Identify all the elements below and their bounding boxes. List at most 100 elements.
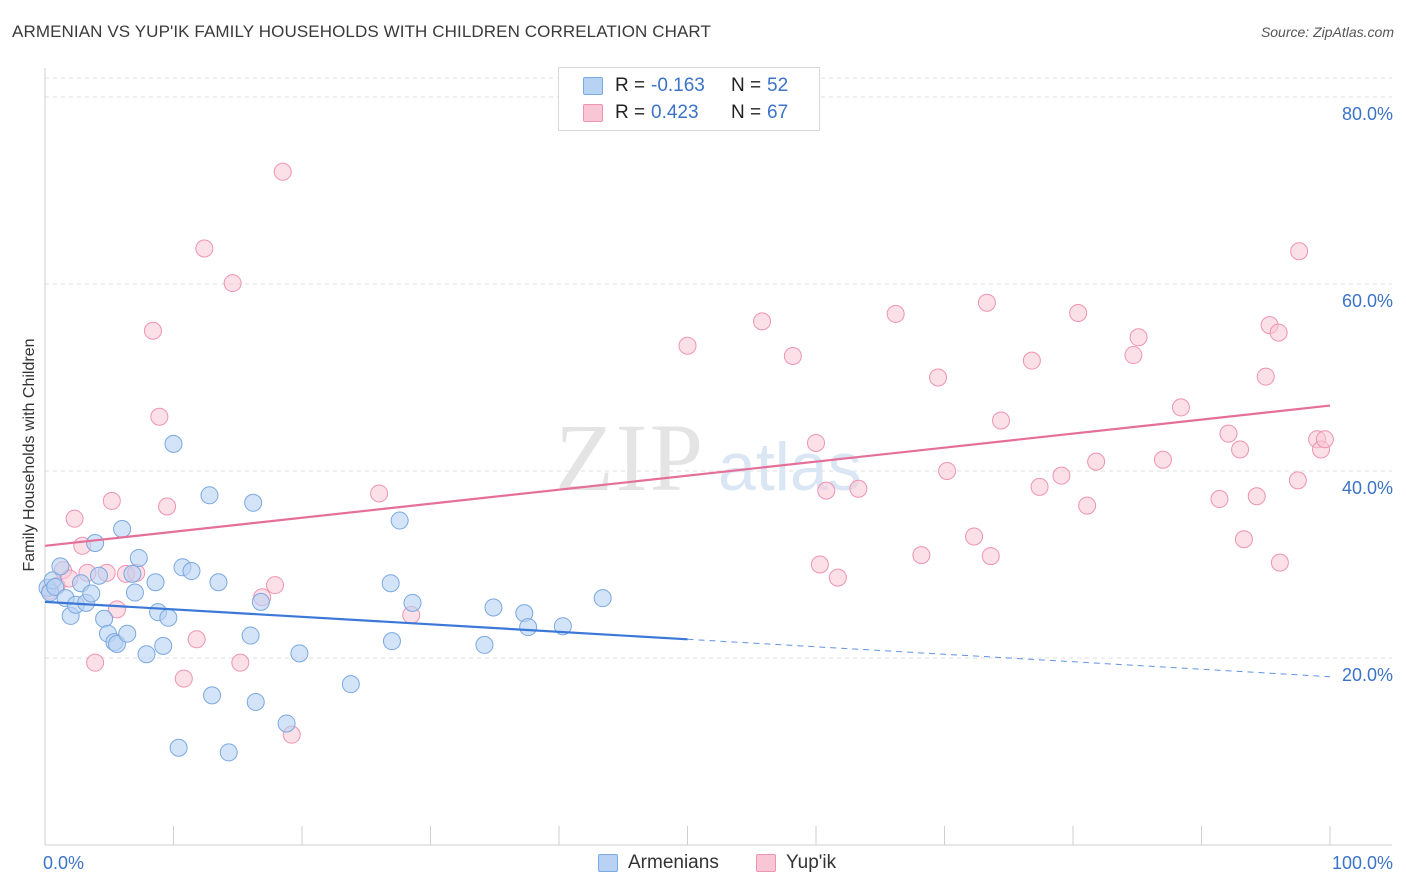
legend-row-armenians: R = -0.163 N = 52 (583, 73, 788, 99)
armenians-point (95, 609, 114, 628)
yupik-point (187, 630, 206, 649)
yupik-point (231, 653, 250, 672)
yupik-swatch (583, 104, 603, 122)
watermark-zip: ZIP (555, 404, 705, 511)
armenians-point (246, 692, 265, 711)
yupik-point (370, 484, 389, 503)
armenians-point (219, 743, 238, 762)
yupik-point (195, 239, 214, 258)
yupik-point (102, 491, 121, 510)
yupik-point (1052, 466, 1071, 485)
legend-r-value: -0.163 (651, 75, 705, 96)
yupik-point (1078, 496, 1097, 515)
tick-labels: 20.0% 40.0% 60.0% 80.0% 0.0% 100.0% (43, 104, 1393, 873)
armenians-point (381, 574, 400, 593)
armenians-point (251, 592, 270, 611)
armenians-legend-swatch (598, 854, 618, 872)
armenians-point (475, 635, 494, 654)
x-tick-label-min: 0.0% (43, 853, 84, 873)
armenians-point (51, 557, 70, 576)
series-legend: Armenians Yup'ik (0, 852, 1406, 876)
armenians-point (154, 636, 173, 655)
yupik-point (1219, 424, 1238, 443)
armenians-point (169, 738, 188, 757)
yupik-point (912, 546, 931, 565)
yupik-point (1247, 487, 1266, 506)
yupik-point (1087, 452, 1106, 471)
yupik-point (1288, 471, 1307, 490)
legend-n-value: 52 (767, 75, 789, 96)
yupik-point (678, 336, 697, 355)
y-tick-label: 40.0% (1342, 478, 1393, 498)
yupik-point (1269, 323, 1288, 342)
legend-label-armenians: Armenians (628, 852, 719, 873)
yupik-point (929, 368, 948, 387)
legend-r-label: R = (615, 102, 646, 123)
armenians-point (125, 583, 144, 602)
armenians-point (46, 577, 65, 596)
y-tick-label: 60.0% (1342, 291, 1393, 311)
legend-item-armenians[interactable]: Armenians (598, 852, 719, 874)
armenians-trend-line (44, 600, 688, 641)
yupik-point (158, 497, 177, 516)
legend-n-label: N = (731, 75, 762, 96)
armenians-point (484, 598, 503, 617)
y-tick-label: 80.0% (1342, 104, 1393, 124)
yupik-point (1315, 430, 1334, 449)
yupik-point (992, 411, 1011, 430)
armenians-point (129, 548, 148, 567)
yupik-point (1129, 328, 1148, 347)
yupik-point (1234, 530, 1253, 549)
yupik-point (1210, 490, 1229, 509)
yupik-point (1270, 553, 1289, 572)
yupik-point (1256, 367, 1275, 386)
yupik-point (1022, 351, 1041, 370)
yupik-point (828, 568, 847, 587)
armenians-point (82, 584, 101, 603)
armenians-point (118, 624, 137, 643)
yupik-point (174, 669, 193, 688)
y-axis-label: Family Households with Children (21, 338, 38, 572)
armenians-trend-extension (687, 638, 1331, 678)
yupik-point (783, 346, 802, 365)
armenians-point (290, 644, 309, 663)
armenians-point (382, 632, 401, 651)
y-tick-label: 20.0% (1342, 665, 1393, 685)
legend-n-label: N = (731, 102, 762, 123)
chart-title: ARMENIAN VS YUP'IK FAMILY HOUSEHOLDS WIT… (12, 22, 711, 41)
legend-r-value: 0.423 (651, 102, 699, 123)
armenians-point (123, 564, 142, 583)
yupik-point (1171, 398, 1190, 417)
trend-lines (44, 404, 1331, 678)
armenians-point (89, 566, 108, 585)
yupik-point (981, 547, 1000, 566)
yupik-point (817, 481, 836, 500)
yupik-point (807, 433, 825, 452)
armenians-point (182, 562, 201, 581)
grid-lines (45, 77, 1392, 659)
yupik-point (1069, 303, 1088, 322)
yupik-point (266, 576, 285, 595)
yupik-point (886, 304, 905, 323)
source-label: Source: ZipAtlas.com (1260, 24, 1394, 40)
yupik-point (1231, 440, 1250, 459)
legend-row-yupik: R = 0.423 N = 67 (583, 100, 788, 126)
yupik-point (65, 509, 84, 528)
yupik-point (849, 479, 868, 498)
yupik-legend-swatch (756, 854, 776, 872)
armenians-point (390, 511, 409, 530)
watermark-atlas: atlas (718, 429, 862, 505)
armenians-point (241, 626, 260, 645)
legend-label-yupik: Yup'ik (786, 852, 837, 873)
yupik-point (223, 274, 242, 293)
armenians-point (244, 493, 263, 512)
yupik-point (810, 555, 829, 574)
armenians-point (113, 519, 132, 538)
armenians-point (86, 533, 105, 552)
yupik-point (938, 462, 957, 480)
yupik-point (965, 527, 984, 546)
legend-item-yupik[interactable]: Yup'ik (756, 852, 836, 874)
stats-legend: R = -0.163 N = 52 R = 0.423 N = 67 (558, 67, 820, 131)
armenians-point (553, 617, 572, 636)
